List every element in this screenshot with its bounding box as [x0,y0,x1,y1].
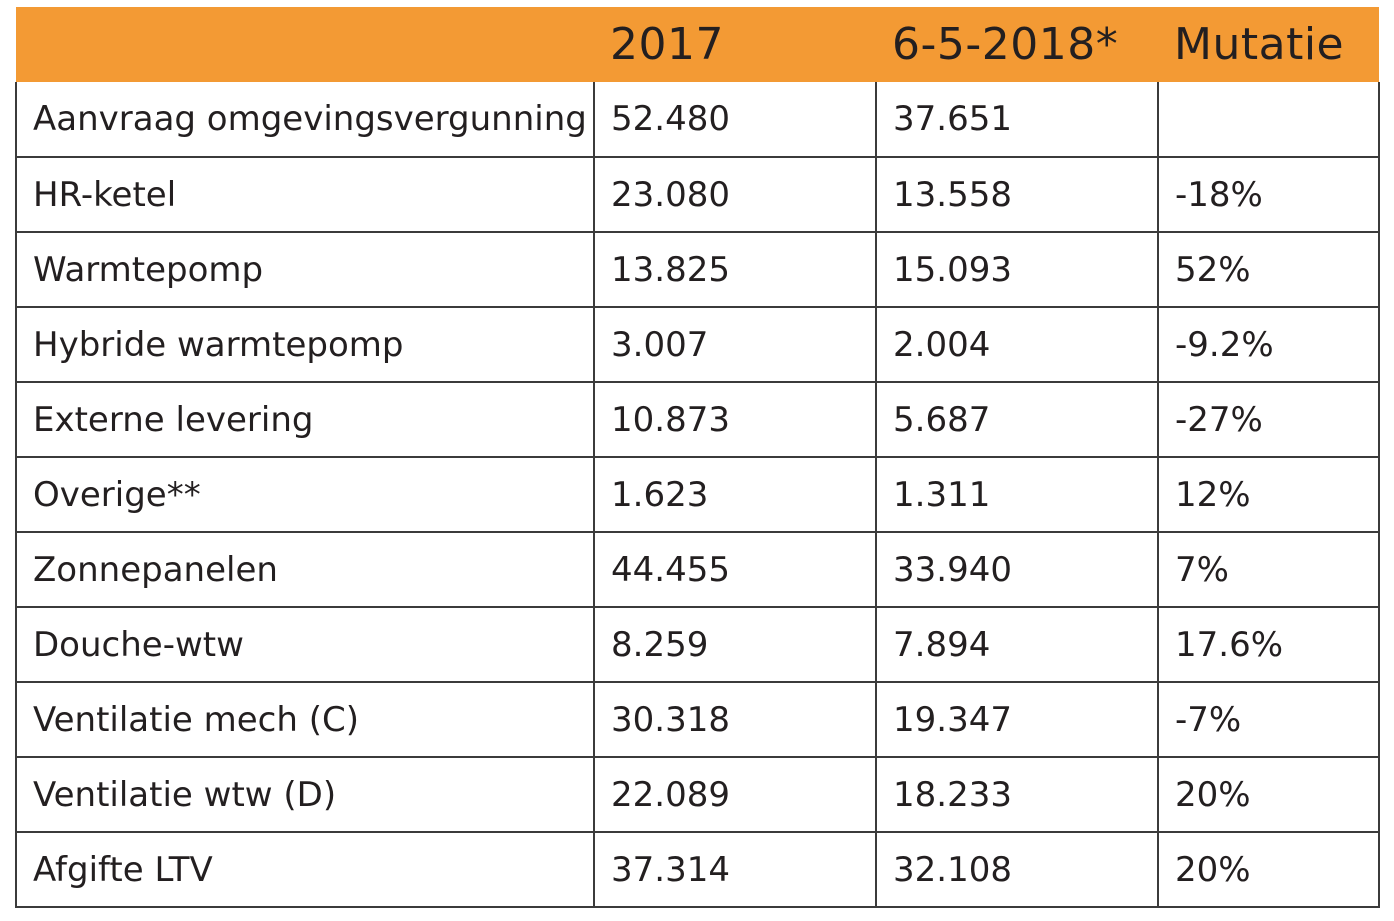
value-2017: 37.314 [593,832,877,908]
value-mutatie: -18% [1157,157,1380,233]
table-row: Aanvraag omgevingsvergunning 52.480 37.6… [15,82,1380,158]
value-mutatie: 7% [1157,532,1380,608]
header-2017: 2017 [610,19,724,70]
value-mutatie: -9.2% [1157,307,1380,383]
value-mutatie: -27% [1157,382,1380,458]
table-row: Douche-wtw 8.259 7.894 17.6% [15,607,1380,683]
table-row: Afgifte LTV 37.314 32.108 20% [15,832,1380,908]
value-mutatie: 12% [1157,457,1380,533]
table-row: Hybride warmtepomp 3.007 2.004 -9.2% [15,307,1380,383]
value-2018: 5.687 [875,382,1159,458]
value-2017: 23.080 [593,157,877,233]
value-2017: 13.825 [593,232,877,308]
header-mutatie: Mutatie [1174,19,1345,70]
table-row: Externe levering 10.873 5.687 -27% [15,382,1380,458]
value-mutatie: 52% [1157,232,1380,308]
row-label: Afgifte LTV [15,832,595,908]
data-table-container: 2017 6-5-2018* Mutatie Aanvraag omgeving… [15,7,1380,908]
value-2017: 44.455 [593,532,877,608]
value-2017: 8.259 [593,607,877,683]
value-2017: 3.007 [593,307,877,383]
value-mutatie: -7% [1157,682,1380,758]
value-2017: 22.089 [593,757,877,833]
header-label-cell [16,7,594,82]
table-row: Ventilatie wtw (D) 22.089 18.233 20% [15,757,1380,833]
table-row: Warmtepomp 13.825 15.093 52% [15,232,1380,308]
value-mutatie: 20% [1157,832,1380,908]
value-2018: 1.311 [875,457,1159,533]
value-2018: 18.233 [875,757,1159,833]
value-mutatie: 20% [1157,757,1380,833]
table-row: Overige** 1.623 1.311 12% [15,457,1380,533]
row-label: Externe levering [15,382,595,458]
header-row: 2017 6-5-2018* Mutatie [16,7,1379,82]
value-2018: 32.108 [875,832,1159,908]
table-row: HR-ketel 23.080 13.558 -18% [15,157,1380,233]
row-label: Overige** [15,457,595,533]
row-label: Douche-wtw [15,607,595,683]
value-2017: 10.873 [593,382,877,458]
row-label: HR-ketel [15,157,595,233]
row-label: Hybride warmtepomp [15,307,595,383]
row-label: Zonnepanelen [15,532,595,608]
value-mutatie [1157,82,1380,158]
table-header: 2017 6-5-2018* Mutatie [16,7,1379,82]
value-2017: 1.623 [593,457,877,533]
row-label: Ventilatie wtw (D) [15,757,595,833]
table-row: Zonnepanelen 44.455 33.940 7% [15,532,1380,608]
value-2018: 19.347 [875,682,1159,758]
data-table: 2017 6-5-2018* Mutatie Aanvraag omgeving… [15,7,1380,908]
header-2018: 6-5-2018* [892,19,1119,70]
value-2018: 7.894 [875,607,1159,683]
value-2017: 30.318 [593,682,877,758]
value-2018: 2.004 [875,307,1159,383]
value-2018: 15.093 [875,232,1159,308]
table-body: Aanvraag omgevingsvergunning 52.480 37.6… [15,82,1380,908]
row-label: Ventilatie mech (C) [15,682,595,758]
value-2018: 13.558 [875,157,1159,233]
value-mutatie: 17.6% [1157,607,1380,683]
value-2018: 37.651 [875,82,1159,158]
row-label: Warmtepomp [15,232,595,308]
value-2018: 33.940 [875,532,1159,608]
value-2017: 52.480 [593,82,877,158]
row-label: Aanvraag omgevingsvergunning [15,82,595,158]
table-row: Ventilatie mech (C) 30.318 19.347 -7% [15,682,1380,758]
